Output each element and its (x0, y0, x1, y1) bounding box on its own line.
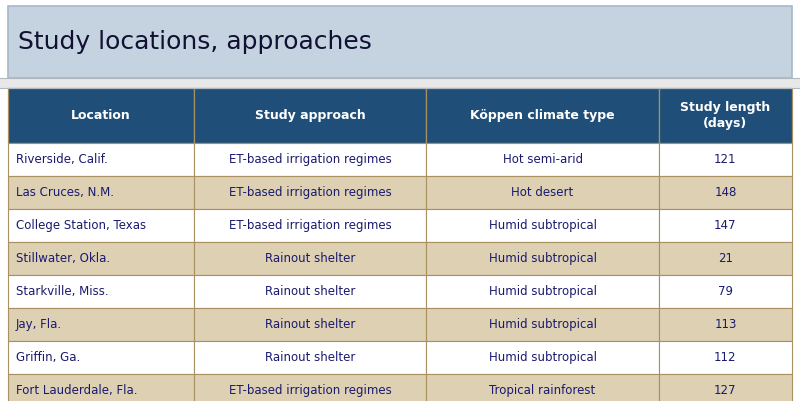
Bar (8, 242, 194, 275)
Text: Las Cruces, N.M.: Las Cruces, N.M. (16, 186, 114, 199)
Bar (426, 341, 658, 374)
Text: Hot desert: Hot desert (511, 186, 574, 199)
Bar (426, 143, 658, 176)
Text: ET-based irrigation regimes: ET-based irrigation regimes (229, 186, 392, 199)
Text: Stillwater, Okla.: Stillwater, Okla. (16, 252, 110, 265)
Text: 148: 148 (714, 186, 737, 199)
Text: Jay, Fla.: Jay, Fla. (16, 318, 62, 331)
Text: Köppen climate type: Köppen climate type (470, 109, 615, 122)
Text: 147: 147 (714, 219, 737, 232)
Bar (194, 308, 426, 341)
Bar (8, 6, 792, 78)
Text: 113: 113 (714, 318, 737, 331)
Bar (8, 341, 194, 374)
Text: College Station, Texas: College Station, Texas (16, 219, 146, 232)
Text: 121: 121 (714, 153, 737, 166)
Text: ET-based irrigation regimes: ET-based irrigation regimes (229, 153, 392, 166)
Bar (658, 209, 792, 242)
Bar (426, 242, 658, 275)
Bar (658, 242, 792, 275)
Text: 112: 112 (714, 351, 737, 364)
Bar (426, 88, 658, 143)
Text: Starkville, Miss.: Starkville, Miss. (16, 285, 109, 298)
Bar (8, 374, 194, 401)
Bar (194, 374, 426, 401)
Text: Humid subtropical: Humid subtropical (489, 318, 597, 331)
Bar (194, 88, 426, 143)
Text: Riverside, Calif.: Riverside, Calif. (16, 153, 108, 166)
Text: ET-based irrigation regimes: ET-based irrigation regimes (229, 219, 392, 232)
Bar (194, 209, 426, 242)
Text: Tropical rainforest: Tropical rainforest (490, 384, 596, 397)
Bar (8, 176, 194, 209)
Text: Humid subtropical: Humid subtropical (489, 252, 597, 265)
Text: Location: Location (71, 109, 131, 122)
Bar (8, 88, 194, 143)
Text: 127: 127 (714, 384, 737, 397)
Bar (658, 176, 792, 209)
Bar (426, 374, 658, 401)
Bar (194, 143, 426, 176)
Bar (0, 78, 800, 88)
Text: Humid subtropical: Humid subtropical (489, 351, 597, 364)
Bar (194, 242, 426, 275)
Bar (658, 341, 792, 374)
Bar (8, 275, 194, 308)
Text: 79: 79 (718, 285, 733, 298)
Bar (426, 176, 658, 209)
Text: Study locations, approaches: Study locations, approaches (18, 30, 372, 54)
Bar (658, 143, 792, 176)
Text: 21: 21 (718, 252, 733, 265)
Bar (194, 176, 426, 209)
Bar (8, 143, 194, 176)
Bar (658, 308, 792, 341)
Bar (194, 341, 426, 374)
Bar (426, 209, 658, 242)
Text: Fort Lauderdale, Fla.: Fort Lauderdale, Fla. (16, 384, 138, 397)
Bar (426, 308, 658, 341)
Bar (194, 275, 426, 308)
Text: Hot semi-arid: Hot semi-arid (502, 153, 582, 166)
Bar (8, 308, 194, 341)
Text: Humid subtropical: Humid subtropical (489, 285, 597, 298)
Text: Humid subtropical: Humid subtropical (489, 219, 597, 232)
Bar (8, 209, 194, 242)
Text: ET-based irrigation regimes: ET-based irrigation regimes (229, 384, 392, 397)
Bar (658, 275, 792, 308)
Bar (658, 88, 792, 143)
Text: Study length
(days): Study length (days) (680, 101, 770, 130)
Text: Rainout shelter: Rainout shelter (265, 351, 355, 364)
Text: Study approach: Study approach (255, 109, 366, 122)
Text: Rainout shelter: Rainout shelter (265, 285, 355, 298)
Bar (426, 275, 658, 308)
Bar (658, 374, 792, 401)
Text: Rainout shelter: Rainout shelter (265, 252, 355, 265)
Text: Rainout shelter: Rainout shelter (265, 318, 355, 331)
Text: Griffin, Ga.: Griffin, Ga. (16, 351, 80, 364)
